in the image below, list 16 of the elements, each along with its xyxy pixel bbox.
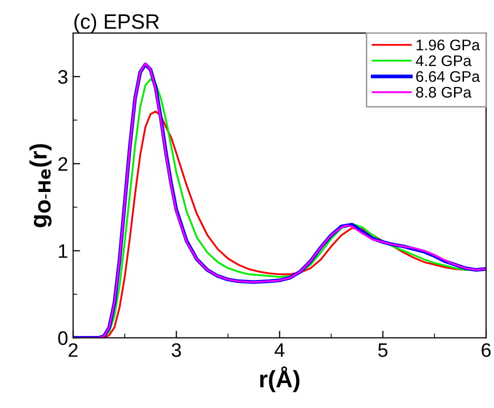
y-tick-label: 0 <box>58 331 68 346</box>
y-tick-label: 3 <box>58 70 68 84</box>
chart-title: (c) EPSR <box>74 14 159 34</box>
y-tick-label: 1 <box>58 244 68 258</box>
x-tick-label: 5 <box>378 343 388 357</box>
x-tick-label: 2 <box>68 343 78 357</box>
y-axis-title: g$_{O-He}$(r) <box>29 144 52 228</box>
legend-label: 6.64 GPa <box>416 71 480 82</box>
y-tick-label: 2 <box>58 157 68 171</box>
legend-label: 8.8 GPa <box>416 86 472 98</box>
x-tick-label: 6 <box>482 343 491 357</box>
x-axis-title: r(Å) <box>260 366 300 392</box>
legend-label: 4.2 GPa <box>416 55 472 66</box>
legend-label: 1.96 GPa <box>416 40 480 50</box>
x-tick-label: 4 <box>274 343 284 357</box>
x-tick-label: 3 <box>172 343 181 357</box>
